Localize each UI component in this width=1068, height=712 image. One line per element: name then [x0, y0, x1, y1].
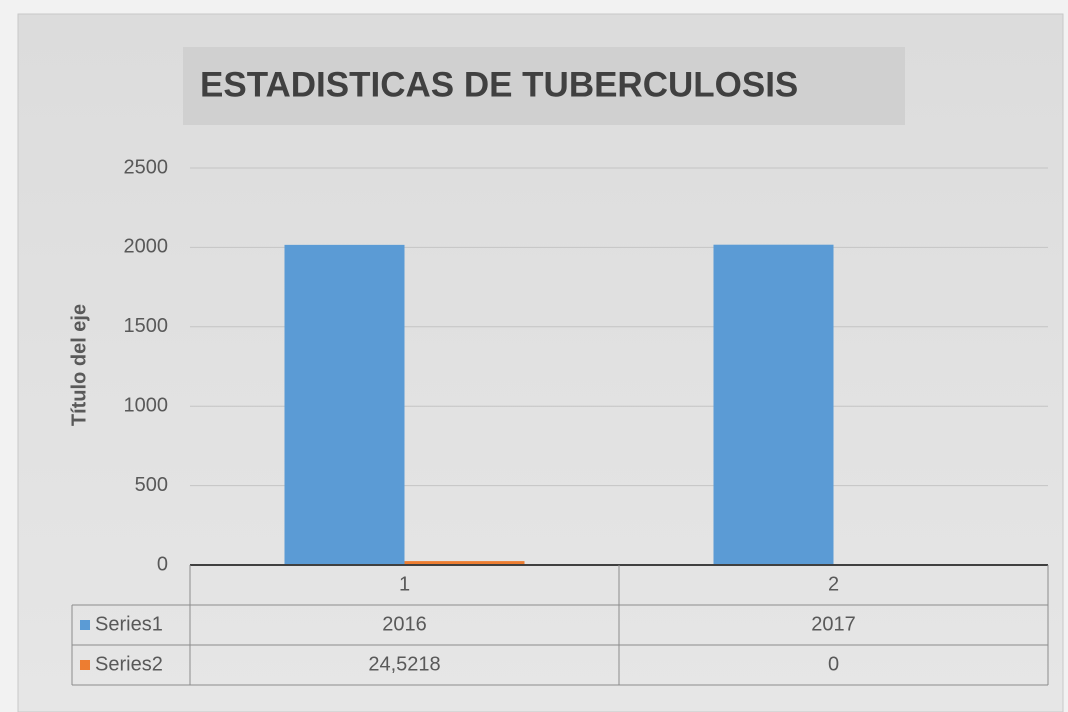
- legend-label: Series1: [95, 613, 163, 635]
- bar: [284, 244, 405, 566]
- x-tick-label: 1: [399, 573, 410, 595]
- y-tick-label: 500: [135, 474, 168, 496]
- y-tick-label: 1500: [124, 315, 169, 337]
- legend-key: [80, 620, 90, 630]
- y-tick-label: 2000: [124, 236, 169, 258]
- bar: [404, 561, 525, 565]
- chart-area: [17, 13, 1064, 712]
- y-axis-title: Título del eje: [68, 304, 90, 426]
- legend-label: Series2: [95, 653, 163, 675]
- y-tick-label: 0: [157, 553, 168, 575]
- y-tick-label: 1000: [124, 394, 169, 416]
- table-value: 2017: [811, 613, 856, 635]
- chart-title: ESTADISTICAS DE TUBERCULOSIS: [200, 65, 798, 104]
- table-value: 2016: [382, 613, 427, 635]
- table-value: 24,5218: [368, 653, 440, 675]
- bar: [713, 244, 834, 566]
- table-value: 0: [828, 653, 839, 675]
- title-box: [183, 47, 905, 125]
- x-tick-label: 2: [828, 573, 839, 595]
- legend-key: [80, 660, 90, 670]
- y-tick-label: 2500: [124, 156, 169, 178]
